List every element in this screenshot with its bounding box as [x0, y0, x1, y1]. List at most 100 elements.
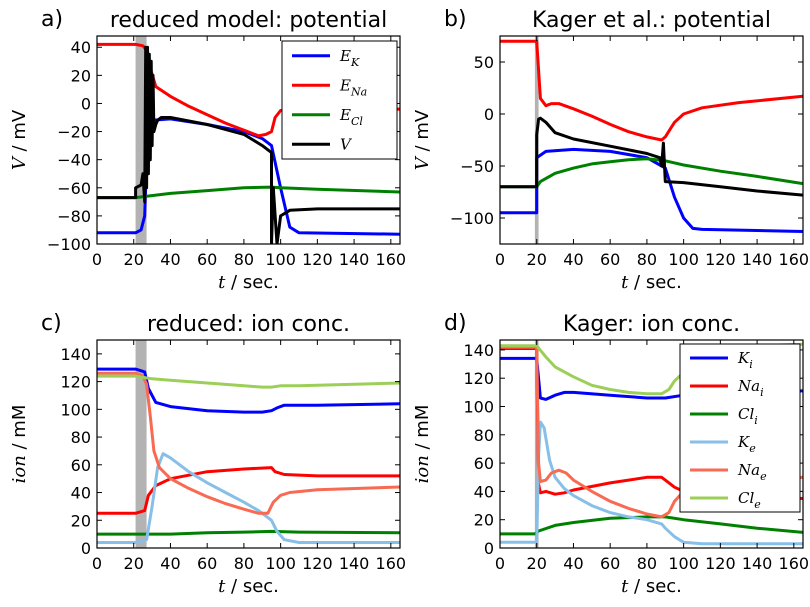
y-tick-label: 60: [474, 454, 494, 473]
legend-entry: Ki: [737, 349, 753, 371]
x-tick-label: 120: [705, 554, 736, 573]
stimulus-shade: [135, 36, 147, 244]
y-axis-label: V / mV: [412, 109, 433, 170]
x-tick-label: 160: [779, 554, 810, 573]
y-tick-label: 0: [81, 539, 91, 558]
y-tick-label: −50: [460, 157, 494, 176]
x-tick-label: 20: [527, 250, 547, 269]
y-tick-label: 50: [474, 53, 494, 72]
y-tick-label: 40: [474, 482, 494, 501]
x-tick-label: 100: [265, 554, 296, 573]
x-tick-label: 60: [600, 250, 620, 269]
y-tick-label: −80: [57, 207, 91, 226]
legend-entry: Ke: [737, 433, 756, 455]
axes-frame: [96, 339, 401, 549]
x-axis-unit: / sec.: [225, 272, 279, 293]
y-axis-var: ion: [9, 455, 30, 483]
legend-entry: ENa: [339, 76, 367, 98]
x-tick-label: 0: [495, 554, 505, 573]
y-tick-label: 40: [71, 484, 91, 503]
x-tick-label: 20: [527, 554, 547, 573]
x-axis-unit: / sec.: [628, 576, 682, 597]
axes-frame: [499, 339, 804, 549]
series-line-K_e: [97, 452, 400, 544]
x-tick-label: 80: [637, 250, 657, 269]
series-line-K_e: [500, 420, 803, 546]
x-tick-label: 120: [705, 250, 736, 269]
series-line-Cl_i: [500, 515, 803, 536]
x-tick-label: 140: [742, 250, 773, 269]
panel-label: b): [444, 7, 467, 32]
y-tick-label: 100: [60, 400, 91, 419]
x-tick-label: 160: [376, 250, 407, 269]
chart-panel-2: 0 20 40 60 80 100 120 140 160 0 20 40 60 80 100 120 140 c…: [9, 311, 406, 597]
chart-title: reduced model: potential: [110, 8, 387, 33]
chart-panel-0: 0 20 40 60 80 100 120 140 160 −100 −80 −60 −40 −20 0 20…: [9, 7, 406, 293]
x-tick-label: 60: [197, 250, 217, 269]
axes-frame: [96, 35, 401, 245]
legend-entry: Cli: [738, 405, 758, 427]
series-line-E_Na: [500, 39, 803, 142]
y-tick-label: 120: [60, 373, 91, 392]
y-axis-unit: / mM: [9, 405, 30, 456]
y-axis-label: ion / mM: [9, 405, 30, 484]
x-tick-label: 140: [339, 250, 370, 269]
x-axis-label: t / sec.: [621, 576, 682, 597]
y-tick-label: 120: [463, 369, 494, 388]
legend-entry: ECl: [339, 106, 363, 128]
x-tick-label: 120: [302, 554, 333, 573]
stimulus-shade: [135, 340, 147, 548]
y-axis-var: V: [9, 155, 30, 170]
y-tick-label: 20: [71, 511, 91, 530]
x-axis-var: t: [621, 272, 629, 293]
series-line-E_Cl: [97, 185, 400, 200]
y-tick-label: 40: [71, 38, 91, 57]
x-axis-unit: / sec.: [225, 576, 279, 597]
x-tick-label: 120: [302, 250, 333, 269]
x-tick-label: 40: [160, 554, 180, 573]
legend: EK ENa ECl V: [281, 40, 398, 160]
x-tick-label: 20: [124, 250, 144, 269]
x-axis-label: t / sec.: [218, 576, 279, 597]
x-tick-label: 80: [234, 250, 254, 269]
y-axis-unit: / mM: [412, 405, 433, 456]
y-tick-label: 80: [71, 428, 91, 447]
series-line-V: [97, 45, 400, 244]
x-tick-label: 160: [779, 250, 810, 269]
y-tick-label: 60: [71, 456, 91, 475]
series-line-Na_i: [97, 466, 400, 515]
y-tick-label: −60: [57, 179, 91, 198]
chart-panel-3: 0 20 40 60 80 100 120 140 160 0 20 40 60 80 100 120 140 d…: [412, 311, 809, 597]
x-tick-label: 100: [668, 250, 699, 269]
legend-entry: Nae: [737, 461, 767, 483]
legend-entry: V: [340, 135, 353, 153]
y-axis-var: V: [412, 155, 433, 170]
x-tick-label: 40: [160, 250, 180, 269]
legend: Ki Nai Cli Ke Nae Cle: [679, 343, 801, 513]
x-tick-label: 60: [600, 554, 620, 573]
panel-label: a): [41, 7, 63, 32]
axes-frame: [499, 35, 804, 245]
x-axis-var: t: [218, 272, 226, 293]
legend-entry: Nai: [737, 377, 764, 399]
panel-label: d): [444, 311, 467, 336]
y-axis-label: V / mV: [9, 109, 30, 170]
series-line-K_i: [97, 367, 400, 414]
chart-title: reduced: ion conc.: [147, 312, 350, 337]
x-axis-label: t / sec.: [621, 272, 682, 293]
legend-entry: EK: [339, 47, 360, 69]
series-line-Cl_e: [97, 374, 400, 389]
x-tick-label: 140: [742, 554, 773, 573]
y-tick-label: −100: [450, 209, 494, 228]
x-tick-label: 60: [197, 554, 217, 573]
x-axis-var: t: [218, 576, 226, 597]
y-axis-var: ion: [412, 455, 433, 483]
x-tick-label: 40: [563, 250, 583, 269]
series-line-V: [500, 116, 803, 197]
y-tick-label: 0: [484, 539, 494, 558]
x-tick-label: 0: [495, 250, 505, 269]
x-tick-label: 0: [92, 554, 102, 573]
x-tick-label: 100: [265, 250, 296, 269]
series-line-E_Cl: [500, 157, 803, 189]
